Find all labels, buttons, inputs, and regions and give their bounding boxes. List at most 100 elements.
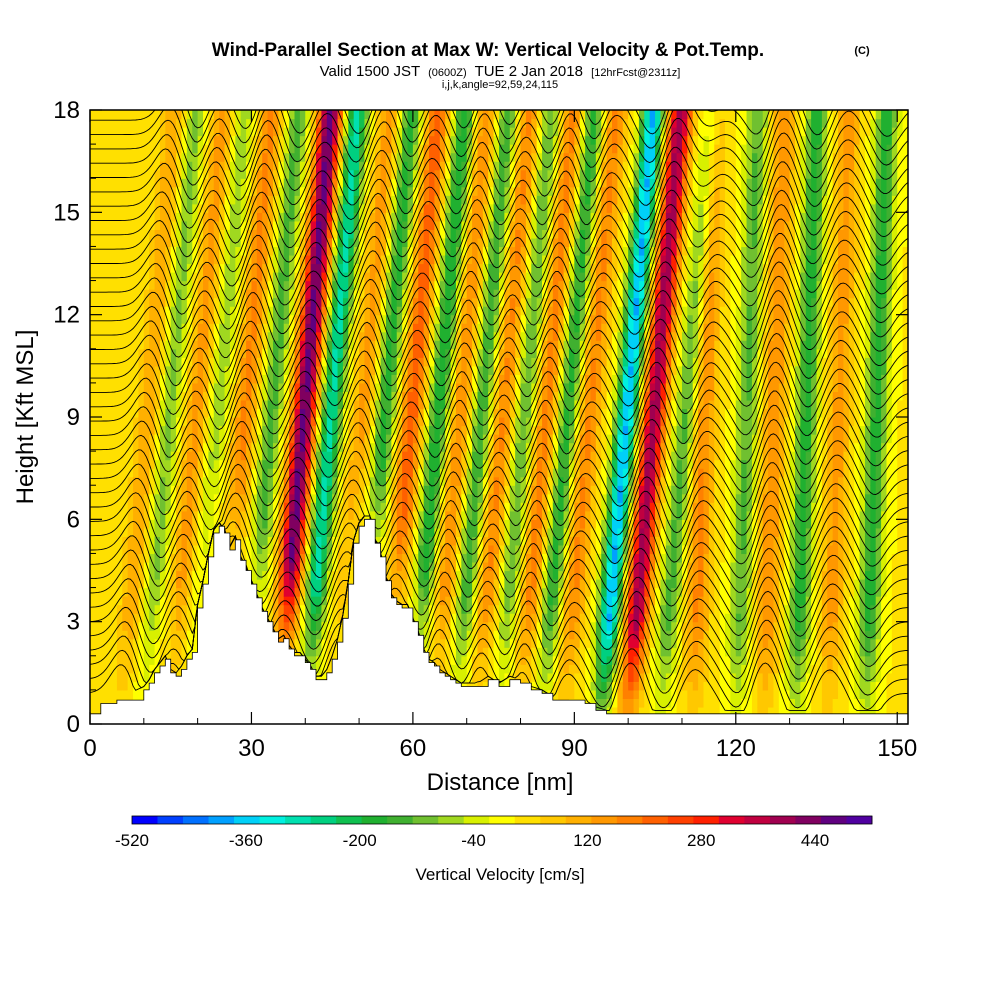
velocity-cell	[326, 263, 333, 273]
velocity-cell	[348, 195, 355, 205]
velocity-cell	[90, 289, 96, 299]
velocity-cell	[369, 203, 376, 213]
velocity-cell	[375, 212, 382, 222]
velocity-cell	[262, 374, 269, 384]
velocity-cell	[450, 382, 457, 393]
velocity-cell	[95, 638, 102, 648]
velocity-cell	[348, 203, 355, 213]
velocity-cell	[294, 297, 301, 307]
velocity-cell	[100, 638, 107, 648]
velocity-cell	[149, 382, 156, 393]
velocity-cell	[127, 613, 134, 623]
velocity-cell	[385, 527, 392, 537]
velocity-cell	[267, 289, 274, 299]
velocity-cell	[380, 306, 387, 316]
velocity-cell	[203, 152, 209, 162]
velocity-cell	[133, 527, 140, 537]
velocity-cell	[111, 229, 118, 239]
velocity-cell	[106, 519, 113, 529]
velocity-cell	[364, 425, 371, 435]
velocity-cell	[332, 212, 339, 222]
velocity-cell	[95, 340, 102, 350]
velocity-cell	[116, 451, 123, 461]
velocity-cell	[176, 178, 183, 188]
velocity-cell	[138, 613, 145, 623]
velocity-cell	[375, 527, 382, 537]
velocity-cell	[375, 459, 382, 469]
velocity-cell	[116, 220, 123, 230]
velocity-cell	[455, 203, 462, 213]
velocity-cell	[246, 451, 253, 461]
velocity-cell	[111, 323, 118, 333]
velocity-cell	[305, 561, 312, 572]
velocity-cell	[224, 297, 231, 307]
velocity-cell	[418, 544, 425, 555]
velocity-cell	[256, 561, 263, 572]
subtitle-valid: Valid 1500 JST	[320, 63, 420, 80]
velocity-cell	[143, 655, 150, 665]
velocity-cell	[229, 280, 236, 290]
velocity-cell	[181, 135, 188, 145]
velocity-cell	[310, 399, 317, 410]
velocity-cell	[359, 348, 366, 358]
velocity-cell	[116, 553, 123, 563]
velocity-cell	[445, 357, 452, 367]
velocity-cell	[321, 161, 328, 171]
velocity-cell	[278, 451, 285, 461]
velocity-cell	[380, 331, 387, 341]
velocity-cell	[100, 561, 107, 572]
velocity-cell	[299, 237, 306, 248]
velocity-cell	[316, 647, 323, 657]
velocity-cell	[176, 135, 183, 145]
velocity-cell	[240, 306, 247, 316]
velocity-cell	[203, 280, 209, 290]
velocity-cell	[423, 280, 430, 290]
velocity-cell	[278, 220, 285, 230]
velocity-cell	[310, 587, 317, 597]
velocity-cell	[95, 297, 102, 307]
velocity-cell	[332, 289, 339, 299]
velocity-cell	[450, 510, 457, 520]
velocity-cell	[412, 237, 419, 248]
velocity-cell	[235, 161, 242, 171]
velocity-cell	[326, 118, 333, 128]
velocity-cell	[294, 254, 301, 265]
velocity-cell	[332, 468, 339, 478]
velocity-cell	[391, 178, 398, 188]
velocity-cell	[106, 536, 113, 546]
velocity-cell	[246, 118, 253, 128]
velocity-cell	[176, 229, 183, 239]
velocity-cell	[305, 357, 312, 367]
velocity-cell	[122, 459, 129, 469]
velocity-cell	[455, 655, 462, 665]
velocity-cell	[219, 425, 226, 435]
velocity-cell	[310, 161, 317, 171]
velocity-cell	[246, 323, 253, 333]
velocity-cell	[364, 203, 371, 213]
velocity-cell	[348, 570, 355, 580]
velocity-cell	[412, 544, 419, 555]
velocity-cell	[138, 408, 145, 418]
velocity-cell	[170, 152, 177, 162]
velocity-cell	[122, 502, 129, 512]
velocity-cell	[208, 493, 215, 503]
velocity-cell	[138, 502, 145, 512]
velocity-cell	[450, 263, 457, 273]
velocity-cell	[192, 382, 199, 393]
velocity-cell	[170, 434, 177, 444]
velocity-cell	[434, 442, 441, 452]
velocity-cell	[165, 357, 172, 367]
velocity-cell	[455, 544, 462, 555]
velocity-cell	[116, 621, 123, 631]
velocity-cell	[283, 561, 290, 572]
velocity-cell	[407, 442, 414, 452]
velocity-cell	[332, 587, 339, 597]
velocity-cell	[256, 527, 263, 537]
velocity-cell	[127, 451, 134, 461]
velocity-cell	[337, 144, 344, 154]
velocity-cell	[213, 425, 220, 435]
velocity-cell	[326, 485, 333, 495]
velocity-cell	[246, 110, 253, 120]
velocity-cell	[122, 212, 129, 222]
